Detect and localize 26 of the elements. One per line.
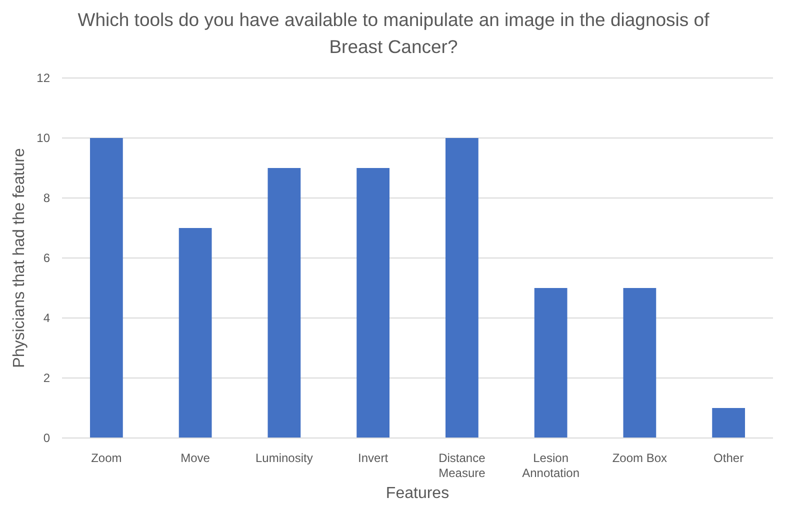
y-tick-label: 12 bbox=[36, 71, 50, 86]
x-tick-label: Invert bbox=[358, 451, 389, 465]
y-tick-label: 6 bbox=[43, 251, 50, 266]
x-tick-label: Distance Measure bbox=[438, 451, 486, 480]
bar bbox=[445, 138, 478, 438]
y-tick-label: 4 bbox=[43, 311, 50, 326]
bar bbox=[268, 168, 301, 438]
x-tick-label: Lesion Annotation bbox=[522, 451, 580, 480]
bar bbox=[712, 408, 746, 438]
bar bbox=[90, 138, 123, 438]
y-tick-label: 10 bbox=[36, 131, 50, 146]
y-axis-title: Physicians that had the feature bbox=[11, 148, 28, 368]
bar bbox=[356, 168, 390, 438]
x-tick-label: Zoom bbox=[91, 451, 122, 465]
x-tick-label: Zoom Box bbox=[612, 451, 668, 465]
bar bbox=[178, 228, 212, 438]
y-tick-label: 2 bbox=[43, 371, 50, 386]
x-tick-label: Move bbox=[180, 451, 210, 465]
chart-title: Which tools do you have available to manipulate an image in the diagnosis of Breast Cancer? bbox=[78, 9, 710, 57]
x-axis-title: Features bbox=[386, 485, 450, 502]
bar bbox=[623, 288, 656, 438]
y-tick-label: 8 bbox=[43, 191, 50, 206]
y-tick-label: 0 bbox=[43, 431, 50, 446]
x-tick-label: Other bbox=[714, 451, 744, 465]
bar bbox=[534, 288, 568, 438]
x-tick-label: Luminosity bbox=[256, 451, 313, 465]
